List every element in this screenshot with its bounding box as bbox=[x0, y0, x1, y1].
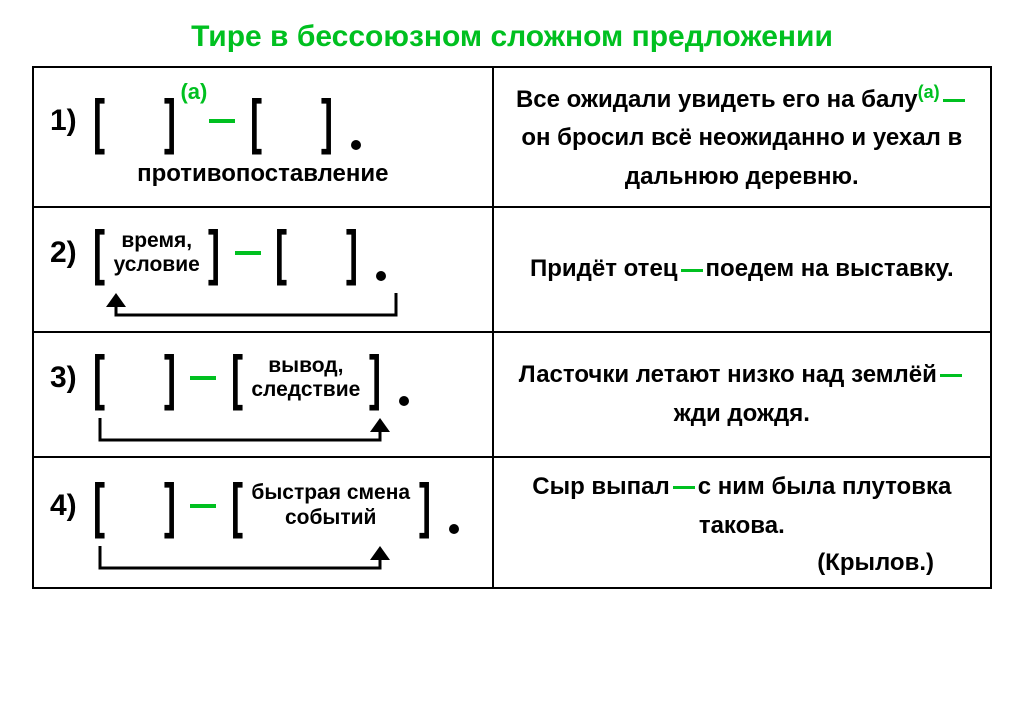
bracket-left: [ bbox=[93, 471, 105, 540]
row-number: 2) bbox=[50, 236, 77, 270]
arrow-connector bbox=[98, 544, 398, 574]
bracket-left: [ bbox=[93, 87, 105, 156]
schema-cell: 2) [ время,условие ] [ ] bbox=[33, 207, 493, 332]
bracket-left: [ bbox=[250, 87, 262, 156]
bracket-right: ] bbox=[164, 87, 176, 156]
rules-table: 1) [ ] (а) [ ] противопоставлениеВсе ожи… bbox=[32, 66, 992, 589]
bracket-right: ] bbox=[321, 87, 333, 156]
bracket-box: [ время,условие ] bbox=[89, 218, 224, 287]
bracket-label bbox=[296, 252, 338, 253]
example-sup: (а) bbox=[918, 82, 940, 102]
example-text: Все ожидали увидеть его на балу(а)он бро… bbox=[510, 78, 974, 196]
period-icon bbox=[399, 396, 409, 406]
bracket-box: [ ] bbox=[89, 87, 180, 156]
example-cell: Все ожидали увидеть его на балу(а)он бро… bbox=[493, 67, 991, 207]
schema-cell: 1) [ ] (а) [ ] противопоставление bbox=[33, 67, 493, 207]
bracket-left: [ bbox=[231, 471, 243, 540]
row-number: 1) bbox=[50, 104, 77, 138]
example-cell: Придёт отецпоедем на выставку. bbox=[493, 207, 991, 332]
bracket-box: [ ] bbox=[89, 471, 180, 540]
schema-diagram: [ ] (а) [ ] bbox=[89, 87, 361, 156]
dash-icon bbox=[209, 119, 235, 123]
bracket-right: ] bbox=[164, 343, 176, 412]
period-icon bbox=[376, 271, 386, 281]
bracket-box: [ ] bbox=[271, 218, 362, 287]
dash-icon bbox=[235, 251, 261, 255]
table-row: 2) [ время,условие ] [ ] Придёт отецпоед… bbox=[33, 207, 991, 332]
bracket-label bbox=[114, 505, 156, 506]
bracket-right: ] bbox=[369, 343, 381, 412]
schema-label: противопоставление bbox=[50, 160, 476, 188]
bracket-left: [ bbox=[231, 343, 243, 412]
example-dash-icon bbox=[673, 486, 695, 489]
bracket-right: ] bbox=[164, 471, 176, 540]
page-title: Тире в бессоюзном сложном предложении bbox=[20, 20, 1004, 54]
example-text: Сыр выпалс ним была плутовка такова. bbox=[510, 468, 974, 545]
bracket-label: время,условие bbox=[114, 229, 200, 277]
dash-icon bbox=[190, 376, 216, 380]
example-cell: Сыр выпалс ним была плутовка такова. (Кры… bbox=[493, 457, 991, 588]
period-icon bbox=[449, 524, 459, 534]
schema-diagram: [ ] [ вывод,следствие ] bbox=[89, 343, 409, 412]
bracket-label bbox=[114, 121, 156, 122]
bracket-label bbox=[270, 121, 312, 122]
bracket-label bbox=[114, 377, 156, 378]
dash-annotation: (а) bbox=[180, 79, 207, 105]
row-number: 4) bbox=[50, 489, 77, 523]
schema-cell: 3) [ ] [ вывод,следствие ] bbox=[33, 332, 493, 457]
arrow-connector bbox=[98, 291, 398, 321]
bracket-left: [ bbox=[93, 343, 105, 412]
row-number: 3) bbox=[50, 361, 77, 395]
bracket-box: [ быстрая сменасобытий ] bbox=[227, 471, 435, 540]
bracket-label: быстрая сменасобытий bbox=[251, 481, 410, 529]
bracket-right: ] bbox=[208, 218, 220, 287]
bracket-box: [ ] bbox=[246, 87, 337, 156]
bracket-right: ] bbox=[419, 471, 431, 540]
example-dash-icon bbox=[940, 374, 962, 377]
dash-icon bbox=[190, 504, 216, 508]
arrow-connector bbox=[98, 416, 398, 446]
bracket-box: [ ] bbox=[89, 343, 180, 412]
period-icon bbox=[351, 140, 361, 150]
example-text: Ласточки летают низко над землёйжди дожд… bbox=[510, 356, 974, 433]
example-cell: Ласточки летают низко над землёйжди дожд… bbox=[493, 332, 991, 457]
example-dash-icon bbox=[943, 99, 965, 102]
schema-cell: 4) [ ] [ быстрая сменасобытий ] bbox=[33, 457, 493, 588]
example-author: (Крылов.) bbox=[510, 549, 974, 577]
table-row: 4) [ ] [ быстрая сменасобытий ] Сыр выпа… bbox=[33, 457, 991, 588]
bracket-left: [ bbox=[275, 218, 287, 287]
bracket-box: [ вывод,следствие ] bbox=[227, 343, 385, 412]
schema-diagram: [ время,условие ] [ ] bbox=[89, 218, 386, 287]
bracket-label: вывод,следствие bbox=[251, 354, 360, 402]
bracket-left: [ bbox=[93, 218, 105, 287]
example-text: Придёт отецпоедем на выставку. bbox=[510, 250, 974, 288]
schema-diagram: [ ] [ быстрая сменасобытий ] bbox=[89, 471, 459, 540]
table-row: 3) [ ] [ вывод,следствие ] Ласточки лета… bbox=[33, 332, 991, 457]
example-dash-icon bbox=[681, 269, 703, 272]
bracket-right: ] bbox=[346, 218, 358, 287]
table-row: 1) [ ] (а) [ ] противопоставлениеВсе ожи… bbox=[33, 67, 991, 207]
